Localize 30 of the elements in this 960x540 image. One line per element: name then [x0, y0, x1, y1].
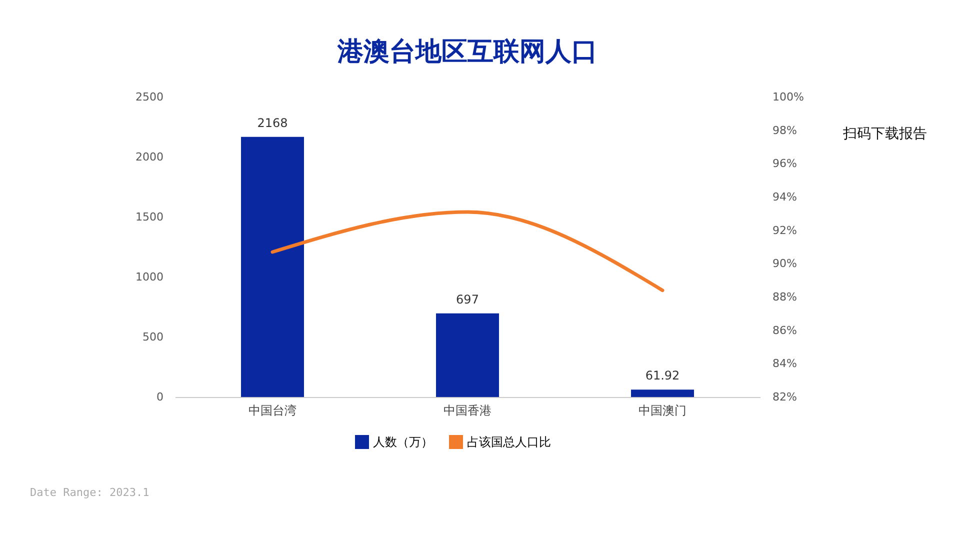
data-label: 2168 — [257, 116, 288, 130]
x-tick-label: 中国台湾 — [248, 404, 296, 418]
y2-tick-label: 88% — [772, 290, 797, 304]
y-tick-label: 0 — [156, 390, 164, 404]
text: Date Range: 2023.1 — [30, 486, 150, 499]
bar — [436, 313, 499, 397]
x-tick-label: 中国澳门 — [638, 404, 686, 418]
y-tick-label: 2500 — [136, 90, 164, 104]
y2-tick-label: 96% — [772, 157, 797, 170]
y2-tick-label: 92% — [772, 224, 797, 237]
y2-tick-label: 90% — [772, 257, 797, 270]
y2-tick-label: 86% — [772, 324, 797, 337]
chart-title: 港澳台地区互联网人口 — [336, 37, 598, 67]
data-label: 61.92 — [645, 368, 680, 383]
text: 扫码下载报告 — [842, 126, 927, 142]
legend-label: 占该国总人口比 — [467, 435, 551, 449]
bar — [631, 390, 694, 397]
y2-tick-label: 84% — [772, 357, 797, 370]
legend-label: 人数（万） — [373, 435, 433, 449]
y-tick-label: 1500 — [136, 210, 164, 224]
y-tick-label: 2000 — [136, 150, 164, 164]
y-tick-label: 1000 — [136, 270, 164, 284]
y2-tick-label: 98% — [772, 124, 797, 137]
data-label: 697 — [456, 292, 479, 306]
y2-tick-label: 82% — [772, 390, 797, 404]
y2-tick-label: 100% — [772, 90, 804, 104]
bar — [241, 136, 304, 397]
y2-tick-label: 94% — [772, 190, 797, 204]
x-tick-label: 中国香港 — [444, 404, 492, 418]
y-tick-label: 500 — [142, 330, 164, 344]
